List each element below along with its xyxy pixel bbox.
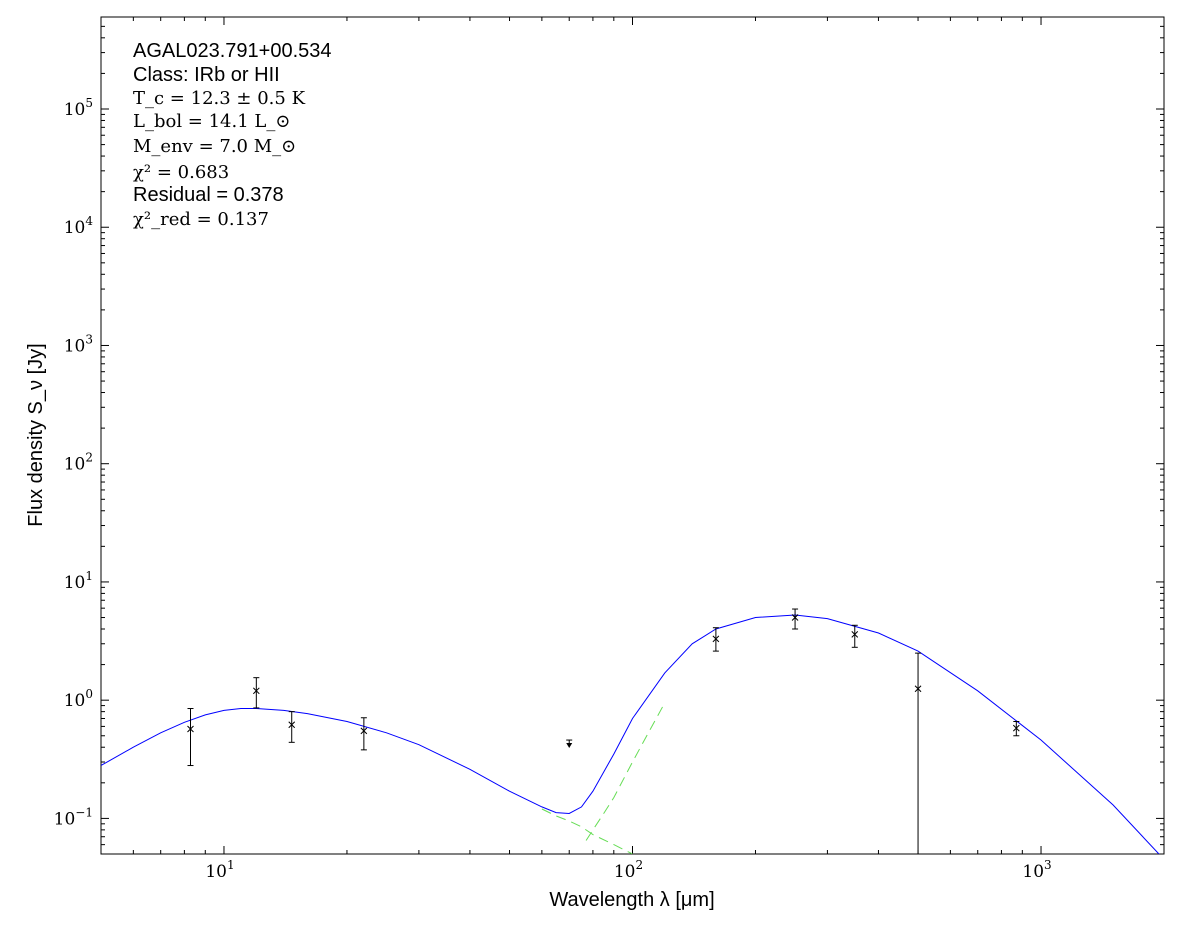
chi-squared-label: χ² = 0.683 — [133, 162, 230, 183]
y-tick-label: 10−1 — [54, 805, 93, 829]
model-component-curve — [541, 808, 633, 854]
x-tick-label: 103 — [1022, 858, 1051, 882]
axis-ticks — [100, 16, 1165, 855]
y-tick-label: 105 — [64, 96, 93, 120]
point-marker — [360, 727, 368, 735]
model-component-curve — [585, 702, 666, 841]
point-marker — [851, 631, 859, 638]
x-tick-label: 102 — [614, 858, 643, 882]
data-points — [187, 608, 1020, 854]
y-tick-label: 102 — [64, 451, 93, 475]
point-marker — [712, 635, 720, 643]
x-axis-label: Wavelength λ [μm] — [549, 889, 714, 911]
point-marker — [252, 687, 260, 695]
point-marker — [187, 725, 194, 733]
point-marker — [791, 614, 799, 621]
data-point — [1012, 721, 1020, 737]
temperature-label: T_c = 12.3 ± 0.5 K — [133, 88, 306, 109]
data-point — [252, 677, 260, 709]
residual-label: Residual = 0.378 — [133, 184, 284, 206]
upper-limit-point — [566, 739, 573, 748]
y-tick-label: 103 — [64, 332, 93, 356]
data-point — [914, 652, 922, 854]
point-marker — [1012, 724, 1020, 732]
y-tick-label: 101 — [64, 569, 93, 593]
data-point — [360, 717, 368, 751]
data-point — [851, 624, 859, 648]
model-total-curve — [101, 614, 1160, 854]
axis-tick-labels: 101 102 103 10−1 100 101 102 103 104 105 — [54, 96, 1052, 882]
y-tick-label: 104 — [64, 214, 94, 238]
point-marker — [914, 685, 922, 693]
upper-limit-arrow — [566, 742, 573, 748]
reduced-chi-squared-label: χ²_red = 0.137 — [133, 209, 269, 230]
data-point — [791, 608, 799, 630]
x-tick-label: 101 — [205, 858, 234, 882]
luminosity-label: L_bol = 14.1 L_⊙ — [133, 111, 291, 132]
y-tick-label: 100 — [64, 687, 93, 711]
model-curves — [101, 614, 1160, 854]
source-class: Class: IRb or HII — [133, 64, 280, 86]
source-name: AGAL023.791+00.534 — [133, 40, 332, 62]
data-point — [187, 708, 194, 767]
point-marker — [288, 721, 296, 729]
data-point — [288, 711, 296, 743]
data-point — [712, 627, 720, 652]
envelope-mass-label: M_env = 7.0 M_⊙ — [133, 136, 297, 157]
y-axis-label: Flux density S_ν [Jy] — [25, 343, 47, 526]
